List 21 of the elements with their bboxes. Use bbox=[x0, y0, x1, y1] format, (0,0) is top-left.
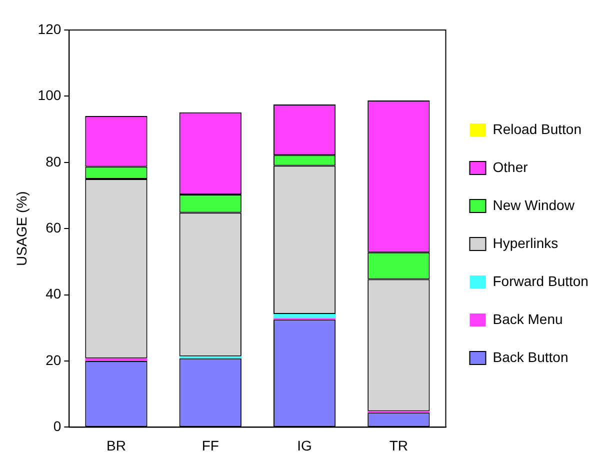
x-tick-label: BR bbox=[106, 437, 126, 454]
y-tick-label: 40 bbox=[46, 286, 62, 302]
legend-label: Back Menu bbox=[492, 310, 563, 327]
legend-label: Forward Button bbox=[492, 272, 588, 289]
x-tick-label: FF bbox=[202, 437, 219, 454]
y-tick-label: 60 bbox=[46, 219, 62, 236]
legend-label: Reload Button bbox=[492, 120, 582, 137]
y-tick-label: 20 bbox=[46, 352, 62, 368]
y-tick-label: 80 bbox=[46, 153, 62, 170]
x-tick-label: TR bbox=[389, 437, 408, 454]
y-tick-label: 100 bbox=[38, 87, 62, 104]
bar bbox=[85, 358, 148, 361]
bar bbox=[273, 314, 336, 318]
y-axis-title: USAGE (%) bbox=[13, 191, 30, 266]
y-tick-label: 0 bbox=[53, 418, 62, 434]
legend-label: New Window bbox=[492, 196, 576, 213]
legend-label: Back Button bbox=[492, 348, 568, 365]
x-tick-label: IG bbox=[297, 437, 312, 454]
y-tick-label: 120 bbox=[38, 20, 62, 37]
legend-label: Other bbox=[492, 158, 528, 175]
legend-label: Hyperlinks bbox=[492, 234, 558, 251]
